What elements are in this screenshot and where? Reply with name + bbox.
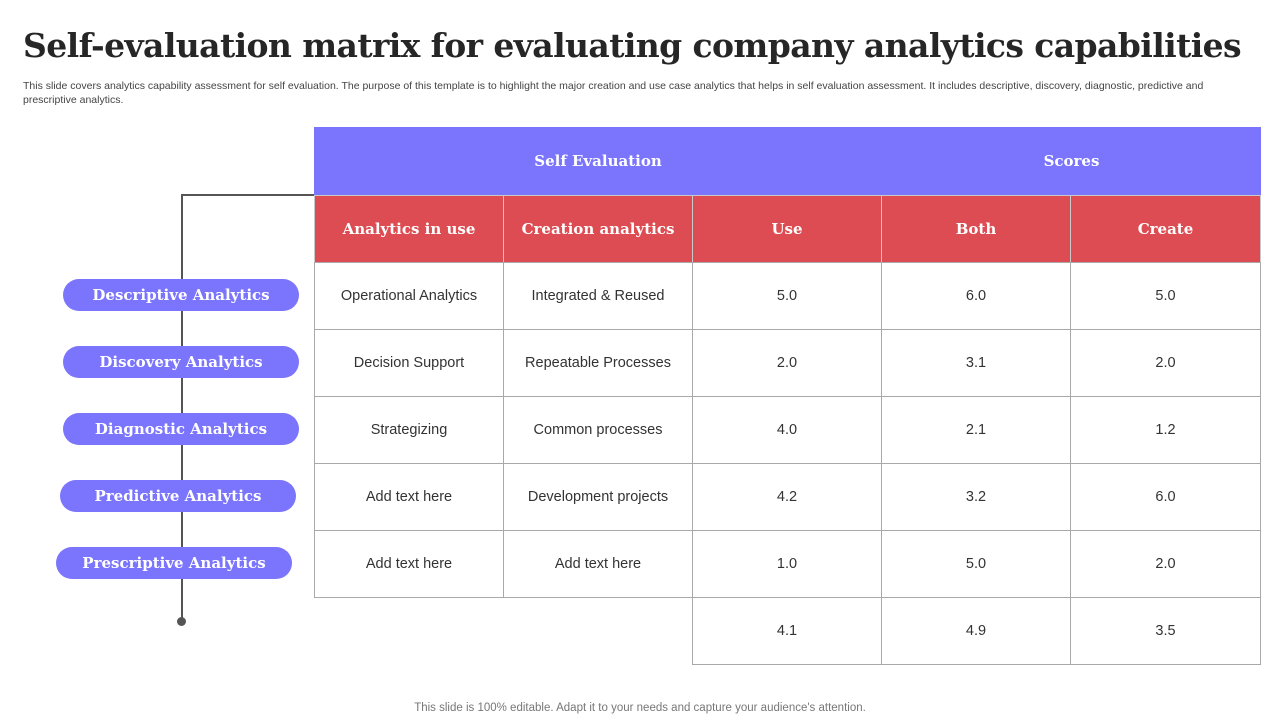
table-cell: Repeatable Processes <box>503 329 693 397</box>
table-cell: Add text here <box>503 530 693 598</box>
column-header-creation-analytics: Creation analytics <box>503 195 693 263</box>
category-descriptive: Descriptive Analytics <box>63 279 299 311</box>
footer-note: This slide is 100% editable. Adapt it to… <box>414 702 866 714</box>
table-cell: 1.0 <box>692 530 882 598</box>
table-cell: Integrated & Reused <box>503 262 693 330</box>
category-diagnostic: Diagnostic Analytics <box>63 413 299 445</box>
table-cell: Strategizing <box>314 396 504 464</box>
timeline-connector <box>181 194 315 196</box>
group-header-scores: Scores <box>882 127 1261 195</box>
table-cell: 2.1 <box>881 396 1071 464</box>
category-predictive: Predictive Analytics <box>60 480 296 512</box>
group-header-self-evaluation: Self Evaluation <box>314 127 882 195</box>
table-cell: 5.0 <box>881 530 1071 598</box>
page-title: Self-evaluation matrix for evaluating co… <box>23 26 1242 65</box>
table-cell: 6.0 <box>881 262 1071 330</box>
category-prescriptive: Prescriptive Analytics <box>56 547 292 579</box>
table-cell: 1.2 <box>1070 396 1261 464</box>
table-cell: 3.2 <box>881 463 1071 531</box>
timeline-end-dot <box>177 617 186 626</box>
total-create: 3.5 <box>1070 597 1261 665</box>
column-header-create: Create <box>1070 195 1261 263</box>
table-cell: 2.0 <box>692 329 882 397</box>
table-cell: Decision Support <box>314 329 504 397</box>
total-use: 4.1 <box>692 597 882 665</box>
timeline-line <box>181 194 183 621</box>
table-cell: 4.0 <box>692 396 882 464</box>
category-discovery: Discovery Analytics <box>63 346 299 378</box>
table-cell: Development projects <box>503 463 693 531</box>
table-cell: Add text here <box>314 530 504 598</box>
column-header-analytics-in-use: Analytics in use <box>314 195 504 263</box>
table-cell: 2.0 <box>1070 329 1261 397</box>
column-header-both: Both <box>881 195 1071 263</box>
total-both: 4.9 <box>881 597 1071 665</box>
table-cell: 2.0 <box>1070 530 1261 598</box>
table-cell: 3.1 <box>881 329 1071 397</box>
page-subtitle: This slide covers analytics capability a… <box>23 80 1204 106</box>
column-header-use: Use <box>692 195 882 263</box>
table-cell: 5.0 <box>692 262 882 330</box>
table-cell: Add text here <box>314 463 504 531</box>
table-cell: 5.0 <box>1070 262 1261 330</box>
table-cell: Common processes <box>503 396 693 464</box>
table-cell: Operational Analytics <box>314 262 504 330</box>
table-cell: 6.0 <box>1070 463 1261 531</box>
table-cell: 4.2 <box>692 463 882 531</box>
